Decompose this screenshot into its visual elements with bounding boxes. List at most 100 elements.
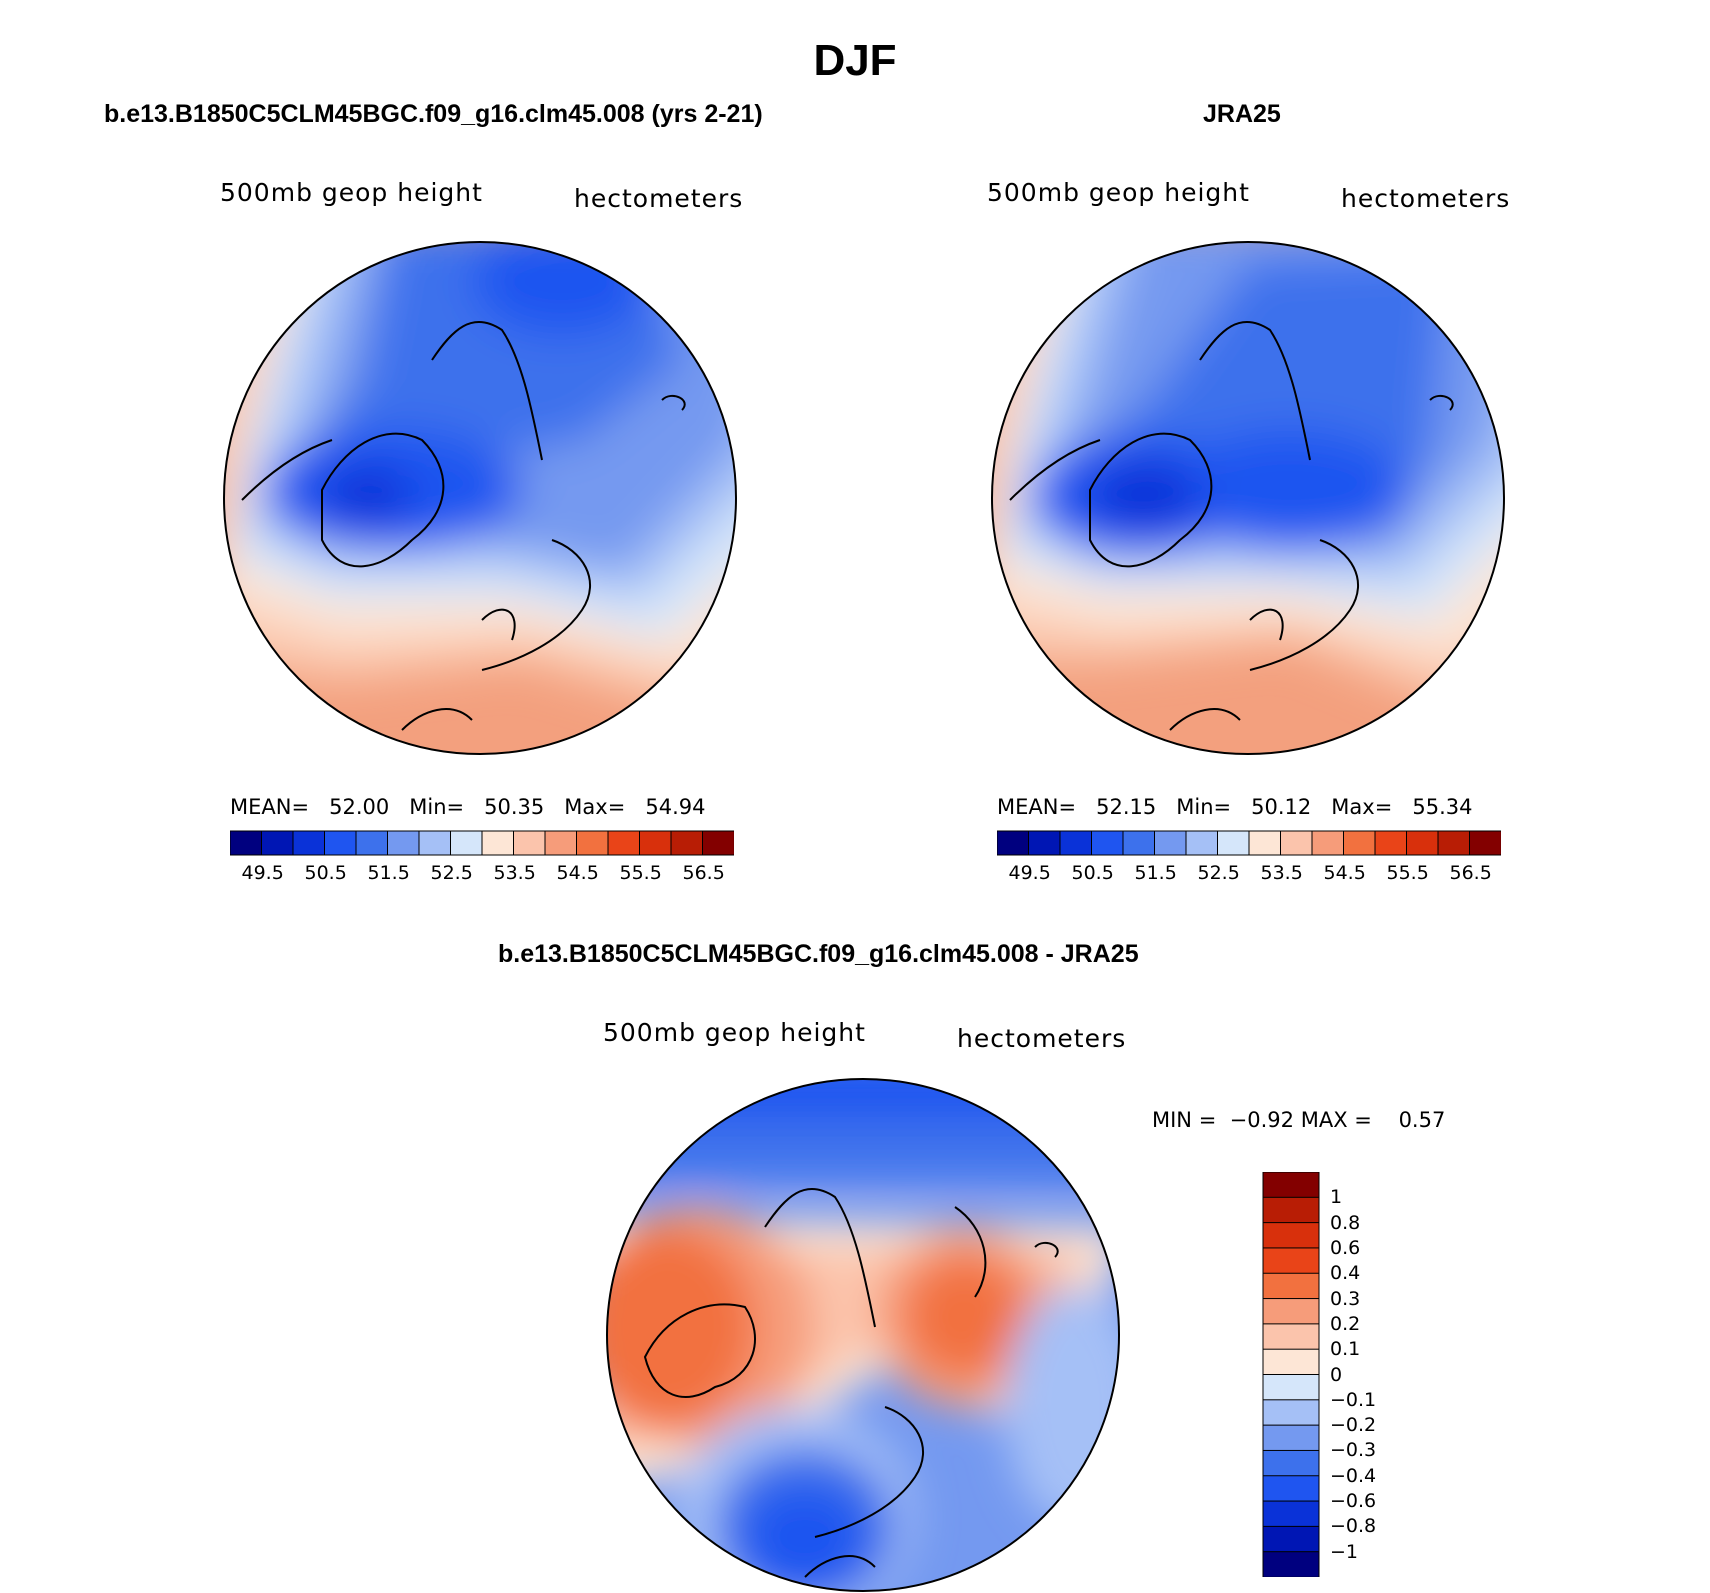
diff-colorbar-tick-label: 0.2	[1330, 1312, 1361, 1335]
panel-1-mean-label: MEAN=	[230, 795, 310, 819]
diff-colorbar-tick-label: 0	[1330, 1363, 1343, 1386]
diff-colorbar-tick-label: −0.1	[1330, 1388, 1377, 1411]
diff-colorbar-tick-label: −0.2	[1330, 1414, 1377, 1437]
diff-map	[606, 1078, 1120, 1592]
panel-1-colorbar-swatch	[450, 830, 483, 856]
panel-2-colorbar-swatch	[1185, 830, 1219, 856]
panel-1-colorbar-swatch	[544, 830, 578, 856]
panel-1-colorbar	[230, 830, 734, 856]
panel-1-colorbar-tick-label: 52.5	[430, 862, 473, 884]
panel-1-map	[223, 241, 737, 755]
panel-2-colorbar-swatch	[1091, 830, 1124, 856]
panel-1-colorbar-tick-label: 55.5	[619, 862, 662, 884]
panel-1-colorbar-swatch	[576, 830, 609, 856]
diff-stats: MIN = −0.92 MAX = 0.57	[1152, 1108, 1445, 1132]
diff-colorbar-swatch	[1262, 1475, 1320, 1502]
diff-min-label: MIN =	[1152, 1108, 1217, 1132]
panel-1-colorbar-tick-label: 51.5	[367, 862, 410, 884]
panel-2-colorbar-tick-label: 55.5	[1386, 862, 1429, 884]
diff-colorbar-swatch	[1262, 1348, 1320, 1376]
panel-2-field-label: 500mb geop height	[987, 178, 1250, 207]
panel-1-colorbar-swatch	[702, 830, 734, 856]
panel-2-colorbar-swatch	[1154, 830, 1187, 856]
panel-2-colorbar-swatch	[1280, 830, 1313, 856]
panel-2-colorbar-tick-label: 50.5	[1071, 862, 1114, 884]
diff-panel-title: b.e13.B1850C5CLM45BGC.f09_g16.clm45.008 …	[498, 940, 1139, 968]
diff-colorbar-tick-label: 0.6	[1330, 1236, 1361, 1259]
panel-2-colorbar-swatch	[1217, 830, 1250, 856]
panel-1-colorbar-swatch	[230, 830, 263, 856]
panel-1-max-value: 54.94	[645, 795, 706, 819]
panel-2-colorbar-swatch	[1311, 830, 1345, 856]
panel-1-units-label: hectometers	[574, 184, 744, 213]
panel-1-colorbar-swatch	[387, 830, 420, 856]
diff-colorbar-tick-label: 0.1	[1330, 1338, 1361, 1361]
panel-1-colorbar-tick-label: 50.5	[304, 862, 347, 884]
diff-colorbar-swatch	[1262, 1172, 1320, 1199]
panel-2-colorbar-tick-label: 51.5	[1134, 862, 1177, 884]
panel-1-field-label: 500mb geop height	[220, 178, 483, 207]
panel-2-colorbar-tick-label: 53.5	[1260, 862, 1303, 884]
panel-2-colorbar-swatch	[1469, 830, 1501, 856]
diff-colorbar-tick-label: 0.3	[1330, 1287, 1361, 1310]
panel-2-units-label: hectometers	[1341, 184, 1511, 213]
panel-1-min-value: 50.35	[484, 795, 545, 819]
diff-colorbar-swatch	[1262, 1500, 1320, 1528]
panel-2-colorbar-swatch	[1248, 830, 1282, 856]
diff-colorbar-swatch	[1262, 1551, 1320, 1577]
panel-1-colorbar-swatch	[670, 830, 704, 856]
panel-1-colorbar-swatch	[481, 830, 515, 856]
diff-max-value: 0.57	[1398, 1108, 1446, 1132]
panel-2-max-label: Max=	[1331, 795, 1393, 819]
diff-colorbar-swatch	[1262, 1525, 1320, 1553]
panel-1-colorbar-swatch	[607, 830, 641, 856]
diff-field-label: 500mb geop height	[603, 1018, 866, 1047]
panel-1-min-label: Min=	[409, 795, 465, 819]
diff-colorbar-swatch	[1262, 1323, 1320, 1350]
panel-1-colorbar-tick-label: 49.5	[241, 862, 284, 884]
diff-colorbar-swatch	[1262, 1247, 1320, 1275]
diff-colorbar-swatch	[1262, 1222, 1320, 1249]
diff-colorbar-tick-label: −0.3	[1330, 1439, 1377, 1462]
panel-2-colorbar-swatch	[1343, 830, 1376, 856]
panel-1-colorbar-ticks: 49.5 50.5 51.5 52.5 53.5 54.5 55.5 56.5	[230, 862, 734, 886]
panel-2-map	[991, 241, 1505, 755]
diff-colorbar-tick-label: −0.6	[1330, 1490, 1377, 1513]
diff-min-value: −0.92	[1229, 1108, 1295, 1132]
diff-colorbar-tick-label: 1	[1330, 1186, 1343, 1209]
diff-colorbar-swatch	[1262, 1196, 1320, 1224]
panel-2-mean-label: MEAN=	[997, 795, 1077, 819]
diff-colorbar-tick-label: −0.8	[1330, 1515, 1377, 1538]
diff-colorbar-tick-label: −0.4	[1330, 1464, 1377, 1487]
panel-2-colorbar-swatch	[1059, 830, 1093, 856]
panel-2-colorbar-tick-label: 49.5	[1008, 862, 1051, 884]
diff-max-label: MAX =	[1300, 1108, 1372, 1132]
panel-1-colorbar-swatch	[324, 830, 357, 856]
panel-2-colorbar-swatch	[1437, 830, 1471, 856]
panel-1-colorbar-tick-label: 54.5	[556, 862, 599, 884]
diff-colorbar-tick-label: 0.8	[1330, 1211, 1361, 1234]
panel-1-colorbar-swatch	[639, 830, 672, 856]
panel-1-colorbar-swatch	[261, 830, 294, 856]
panel-2-colorbar-swatch	[1028, 830, 1061, 856]
panel-1-stats: MEAN= 52.00 Min= 50.35 Max= 54.94	[230, 795, 705, 819]
panel-2-colorbar-swatch	[1374, 830, 1408, 856]
panel-2-title: JRA25	[1203, 100, 1281, 128]
panel-1-title: b.e13.B1850C5CLM45BGC.f09_g16.clm45.008 …	[104, 100, 763, 128]
diff-units-label: hectometers	[957, 1024, 1127, 1053]
panel-2-colorbar-ticks: 49.5 50.5 51.5 52.5 53.5 54.5 55.5 56.5	[997, 862, 1501, 886]
diff-colorbar-swatch	[1262, 1272, 1320, 1300]
panel-2-min-label: Min=	[1176, 795, 1232, 819]
panel-2-stats: MEAN= 52.15 Min= 50.12 Max= 55.34	[997, 795, 1472, 819]
panel-2-max-value: 55.34	[1412, 795, 1473, 819]
panel-2-colorbar-tick-label: 52.5	[1197, 862, 1240, 884]
main-title: DJF	[813, 36, 897, 85]
diff-colorbar	[1262, 1172, 1320, 1577]
panel-1-colorbar-tick-label: 53.5	[493, 862, 536, 884]
diff-colorbar-tick-label: −1	[1330, 1540, 1359, 1563]
panel-1-colorbar-swatch	[513, 830, 546, 856]
diff-colorbar-swatch	[1262, 1374, 1320, 1401]
diff-colorbar-swatch	[1262, 1449, 1320, 1477]
panel-2-min-value: 50.12	[1251, 795, 1312, 819]
panel-1-colorbar-swatch	[292, 830, 326, 856]
